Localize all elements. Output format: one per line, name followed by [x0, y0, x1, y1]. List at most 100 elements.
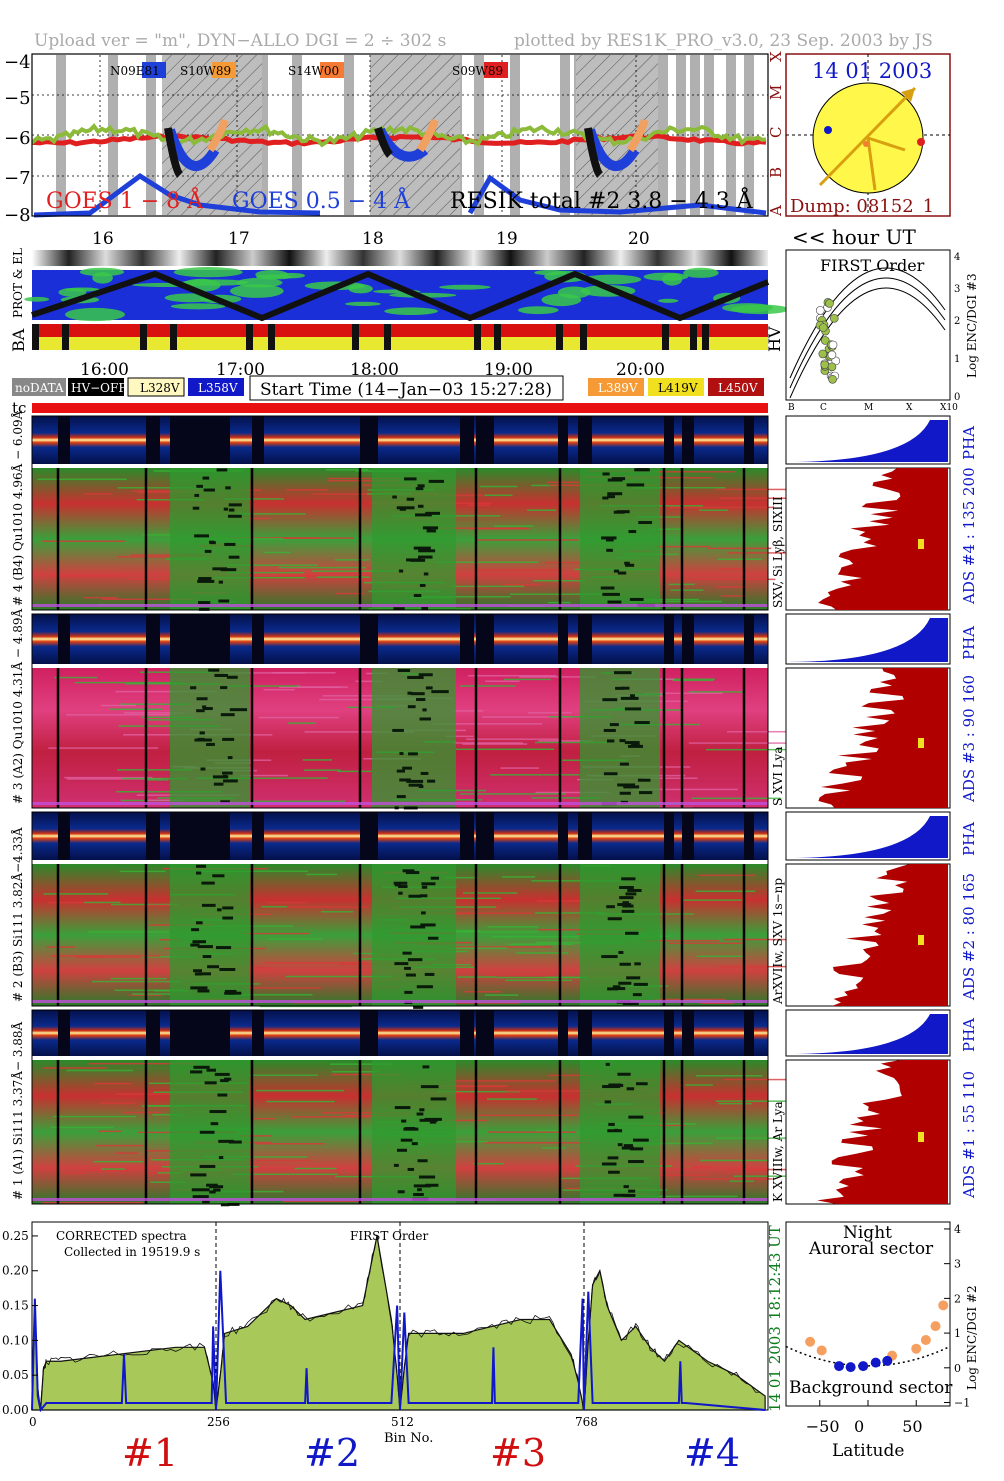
- goes-ytick-label: −7: [4, 168, 31, 189]
- goes-ytick-label: −5: [4, 88, 31, 109]
- upload-version: Upload ver = "m", DYN−ALLO DGI = 2 ÷ 302…: [34, 31, 446, 51]
- night-label: Night: [843, 1223, 892, 1243]
- channel-block: # 1 (A1) Si111 3.37Å− 3.88Å PHA K XVIIIw, …: [10, 1009, 978, 1207]
- time-tick-label: 18:00: [350, 360, 399, 380]
- voltage-legend: noDATA HV−OFF L328V L358V Start Time (14…: [12, 375, 764, 401]
- pha-histogram: [786, 1014, 948, 1054]
- spectral-histogram: [818, 468, 948, 610]
- flare-class-label: X: [767, 51, 785, 62]
- background-point: [858, 1361, 869, 1372]
- fo-xtick-label: C: [820, 403, 827, 413]
- fo-ytick-label: 2: [954, 316, 960, 327]
- ads-label: ADS #3 : 90 160: [960, 675, 978, 803]
- fo-xtick-label: M: [864, 403, 873, 413]
- latitude-xlabel: Latitude: [832, 1441, 904, 1461]
- active-region-label: N09E81: [110, 64, 160, 78]
- legend-hvoff: HV−OFF: [71, 381, 127, 395]
- ads-label: ADS #2 : 80 165: [960, 873, 978, 1001]
- hour-tick-label: 17: [228, 229, 250, 249]
- active-region-label: S14W00: [288, 64, 339, 78]
- ads-label: ADS #1 : 55 110: [960, 1071, 978, 1199]
- channel-block: # 3 (A2) Qu1010 4.31Å − 4.89Å PHA S XVI Ly…: [10, 608, 978, 810]
- channel-block: # 2 (B3) Si111 3.82Å−4.33Å PHA ArXVIIw, SX…: [10, 811, 978, 1009]
- goes-ytick-label: −8: [4, 205, 31, 226]
- auroral-label: Auroral sector: [808, 1239, 934, 1259]
- goes-legend-05to4: GOES 0.5 − 4 Å: [232, 186, 411, 214]
- legend-l328: L328V: [140, 381, 180, 395]
- hour-tick-label: 16: [92, 229, 114, 249]
- hour-tick-label: 19: [496, 229, 518, 249]
- tc-label: tc: [12, 399, 26, 417]
- pha-side-label: PHA: [960, 626, 978, 660]
- legend-l450: L450V: [718, 381, 758, 395]
- lat-xtick-label: 50: [902, 1417, 922, 1436]
- auroral-point: [920, 1335, 931, 1346]
- active-region-label: S09W89: [452, 64, 503, 78]
- background-point: [834, 1361, 845, 1372]
- lat-ytick-label: 1: [954, 1327, 961, 1340]
- time-tick-label: 19:00: [484, 360, 533, 380]
- fo-xtick-label: B: [788, 403, 795, 413]
- fo-xtick-label: X10: [940, 403, 958, 413]
- channel-number-label: #3: [490, 1431, 546, 1475]
- auroral-point: [930, 1321, 941, 1332]
- flare-class-label: M: [767, 85, 785, 100]
- lat-xtick-label: −50: [806, 1417, 840, 1436]
- pha-spectrogram: [32, 812, 768, 860]
- sun-date: 14 01 2003: [812, 59, 932, 83]
- channel-label: # 1 (A1) Si111 3.37Å− 3.88Å: [10, 1021, 25, 1200]
- background-point: [845, 1362, 856, 1373]
- background-point: [870, 1357, 881, 1368]
- prot-el-label: PROT & EL: [11, 248, 25, 318]
- goes-ytick-label: −4: [4, 52, 31, 73]
- fo-xtick-label: X: [906, 403, 913, 413]
- night-band: [676, 55, 686, 215]
- legend-nodata: noDATA: [15, 381, 64, 395]
- hour-ut-label: << hour UT: [792, 225, 916, 249]
- first-order-panel: FIRST Order Log ENC/DGI #3 4 3 2 1 0 B C M X X10: [785, 249, 979, 413]
- spectral-line-label: SXV, Si Lyβ, SIXIII: [771, 496, 785, 608]
- auroral-point: [805, 1336, 816, 1347]
- bottom-ytick-label: 0.10: [2, 1333, 29, 1347]
- resik-legend-total: RESIK total #2 3.8 − 4.3 Å: [450, 186, 754, 214]
- hv-label: HV: [765, 326, 784, 352]
- night-band: [690, 55, 700, 215]
- spectral-histogram: [818, 668, 948, 808]
- lat-ylabel: Log ENC/DGI #2: [965, 1285, 979, 1390]
- time-tick-label: 16:00: [80, 360, 129, 380]
- pha-side-label: PHA: [960, 1018, 978, 1052]
- channel-label: # 3 (A2) Qu1010 4.31Å − 4.89Å: [10, 608, 25, 804]
- latitude-panel: Night Auroral sector Background sector L…: [785, 1221, 979, 1461]
- first-order-title: FIRST Order: [820, 256, 925, 275]
- bottom-ytick-label: 0.00: [2, 1403, 29, 1417]
- channel-number-label: #1: [122, 1431, 178, 1475]
- channel-label: # 4 (B4) Qu1010 4.96Å − 6.09Å: [10, 410, 25, 606]
- lat-ytick-label: −1: [954, 1397, 970, 1410]
- status-panel: PROT & EL BA HV 16:00 17:00 18:00 19:00 20:0…: [9, 248, 789, 380]
- night-band: [510, 55, 520, 215]
- first-order-note: FIRST Order: [350, 1229, 428, 1243]
- spectral-line-label: K XVIIIw, Ar Lya: [771, 1101, 785, 1202]
- bottom-xtick-label: 768: [575, 1415, 598, 1429]
- fo-ytick-label: 0: [954, 392, 960, 403]
- night-band: [726, 55, 736, 215]
- pha-histogram: [786, 618, 948, 662]
- bottom-ytick-label: 0.25: [2, 1229, 29, 1243]
- background-point: [882, 1355, 893, 1366]
- channel-block: # 4 (B4) Qu1010 4.96Å − 6.09Å PHA SXV, Si …: [10, 410, 978, 611]
- legend-l389: L389V: [598, 381, 638, 395]
- dump-id: Dump: 08152_1: [790, 196, 934, 217]
- fo-ytick-label: 4: [954, 252, 960, 263]
- bottom-ytick-label: 0.20: [2, 1264, 29, 1278]
- corrected-note: CORRECTED spectra: [56, 1229, 187, 1243]
- hour-tick-label: 18: [362, 229, 384, 249]
- auroral-point: [911, 1343, 922, 1354]
- flare-class-label: C: [767, 127, 785, 138]
- channel-number-label: #2: [304, 1431, 360, 1475]
- lat-ytick-label: 0: [954, 1362, 961, 1375]
- bin-no-label: Bin No.: [384, 1431, 433, 1446]
- sun-disk-panel: 14 01 2003 Dump: 08152_1: [785, 53, 951, 217]
- channel-number-label: #4: [684, 1431, 740, 1475]
- resik-total-curve: [32, 123, 767, 148]
